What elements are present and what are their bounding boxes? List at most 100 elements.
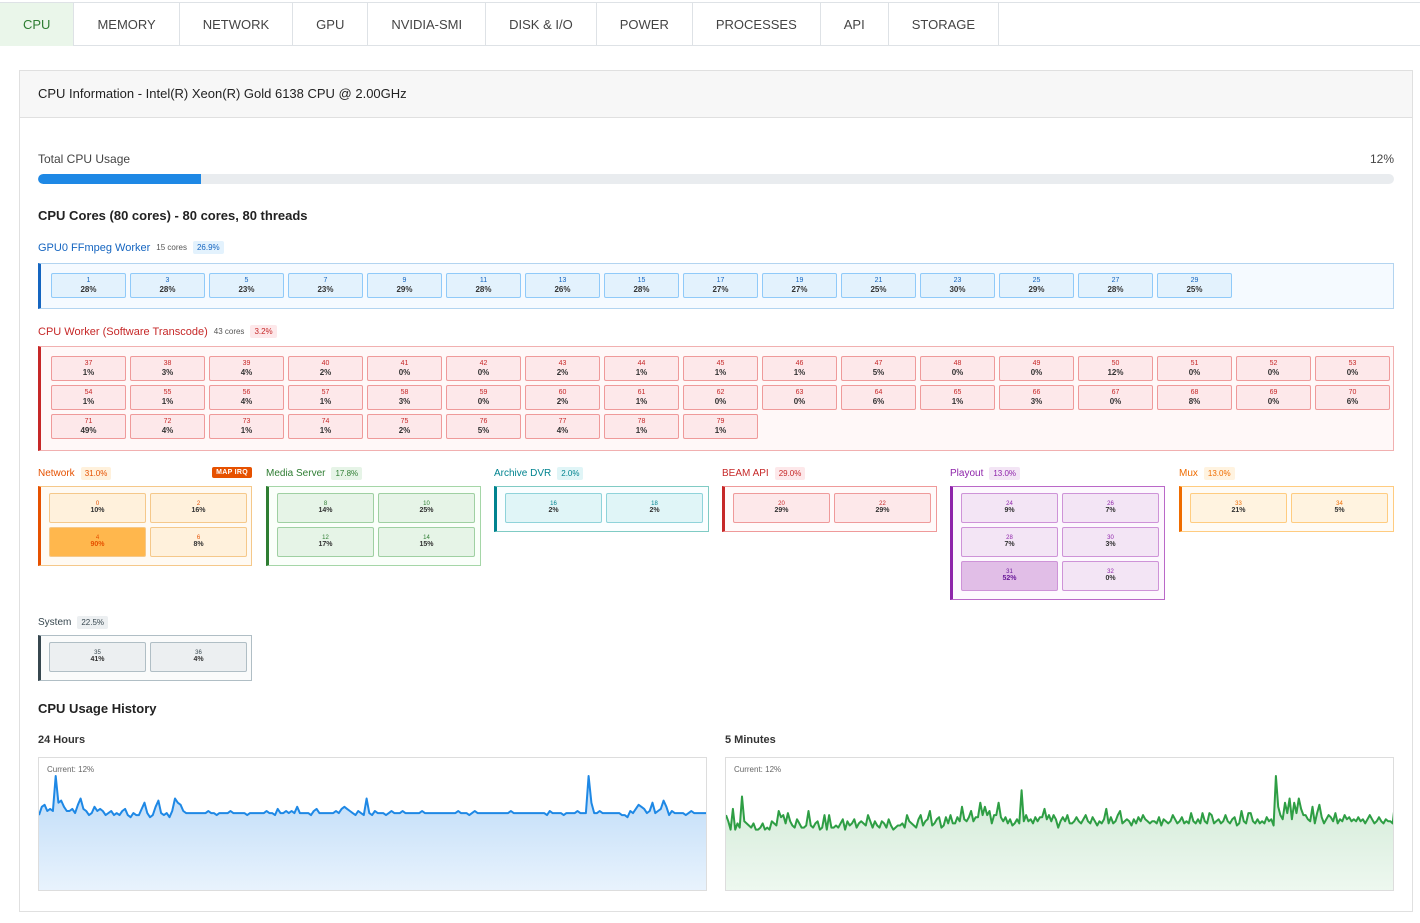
core-cell: 21 25% — [841, 273, 916, 298]
history-title: CPU Usage History — [38, 701, 157, 716]
group-header-network: Network 31.0% MAP IRQ — [38, 467, 252, 480]
core-usage: 29% — [875, 507, 890, 515]
core-cell: 16 2% — [505, 493, 602, 523]
core-number: 5 — [244, 276, 249, 284]
core-usage: 14% — [318, 507, 333, 515]
core-usage: 0% — [477, 396, 490, 406]
group-usage-badge: 31.0% — [80, 467, 112, 480]
core-cell: 54 1% — [51, 385, 126, 410]
tab-bar: CPU MEMORY NETWORK GPU NVIDIA-SMI DISK & I/O P… — [0, 2, 1420, 46]
core-cell: 64 6% — [841, 385, 916, 410]
core-cell: 12 17% — [277, 527, 374, 557]
core-number: 62 — [716, 388, 725, 396]
core-number: 43 — [558, 359, 567, 367]
core-usage: 8% — [193, 541, 204, 549]
core-usage: 1% — [793, 367, 806, 377]
core-usage: 1% — [635, 425, 648, 435]
core-cell: 20 29% — [733, 493, 830, 523]
core-usage: 28% — [475, 284, 492, 294]
core-usage: 1% — [319, 425, 332, 435]
core-cell: 41 0% — [367, 356, 442, 381]
tab-processes[interactable]: PROCESSES — [693, 3, 821, 46]
chart-series-line — [726, 775, 1393, 831]
core-number: 45 — [716, 359, 725, 367]
group-usage-badge: 13.0% — [989, 467, 1021, 480]
core-usage: 28% — [1107, 284, 1124, 294]
core-cell: 51 0% — [1157, 356, 1232, 381]
core-number: 46 — [795, 359, 804, 367]
core-number: 47 — [874, 359, 883, 367]
tab-storage[interactable]: STORAGE — [889, 3, 1000, 46]
group-box-playout: 24 9% 26 7% 28 7% 30 3% 31 52% 32 0% — [950, 486, 1165, 600]
chart-area-fill — [726, 776, 1393, 890]
core-usage: 1% — [714, 367, 727, 377]
tab-cpu[interactable]: CPU — [0, 3, 75, 46]
core-usage: 52% — [1002, 575, 1017, 583]
tab-memory[interactable]: MEMORY — [74, 3, 180, 46]
core-number: 2 — [196, 500, 201, 507]
core-number: 52 — [1269, 359, 1278, 367]
core-number: 60 — [558, 388, 567, 396]
core-usage: 6% — [1346, 396, 1359, 406]
core-cell: 66 3% — [999, 385, 1074, 410]
core-number: 66 — [1032, 388, 1041, 396]
core-cell: 78 1% — [604, 414, 679, 439]
tab-api[interactable]: API — [821, 3, 889, 46]
core-usage: 23% — [317, 284, 334, 294]
core-usage: 3% — [398, 396, 411, 406]
group-header-system: System 22.5% — [38, 616, 109, 629]
core-number: 14 — [423, 534, 430, 541]
core-usage: 4% — [240, 367, 253, 377]
core-cell: 72 4% — [130, 414, 205, 439]
tab-network[interactable]: NETWORK — [180, 3, 294, 46]
group-core-count: 15 cores — [156, 243, 187, 252]
core-cell: 11 28% — [446, 273, 521, 298]
core-cell: 33 21% — [1190, 493, 1287, 523]
core-usage: 2% — [319, 367, 332, 377]
tab-disk-i-o[interactable]: DISK & I/O — [486, 3, 597, 46]
cpu-info-header: CPU Information - Intel(R) Xeon(R) Gold … — [20, 71, 1412, 118]
tab-nvidia-smi[interactable]: NVIDIA-SMI — [368, 3, 487, 46]
core-cell: 38 3% — [130, 356, 205, 381]
group-usage-badge: 2.0% — [557, 467, 584, 480]
core-number: 19 — [795, 276, 804, 284]
group-usage-badge: 29.0% — [774, 467, 806, 480]
core-usage: 30% — [949, 284, 966, 294]
core-cell: 50 12% — [1078, 356, 1153, 381]
core-cell: 5 23% — [209, 273, 284, 298]
group-box-gpu-worker: 1 28% 3 28% 5 23% 7 23% 9 29% 11 28% 13 26% 15 28% 17 27%… — [38, 263, 1394, 309]
cpu-cores-title: CPU Cores (80 cores) - 80 cores, 80 thre… — [38, 208, 308, 223]
chart-24h: Current: 12% — [38, 757, 707, 891]
core-number: 49 — [1032, 359, 1041, 367]
core-cell: 3 28% — [130, 273, 205, 298]
group-header-playout: Playout 13.0% — [950, 467, 1021, 480]
core-number: 77 — [558, 417, 567, 425]
total-cpu-label: Total CPU Usage — [38, 152, 131, 166]
core-usage: 0% — [951, 367, 964, 377]
core-cell: 32 0% — [1062, 561, 1159, 591]
core-usage: 1% — [161, 396, 174, 406]
core-usage: 0% — [1267, 396, 1280, 406]
core-cell: 0 10% — [49, 493, 146, 523]
core-usage: 0% — [1188, 367, 1201, 377]
core-usage: 7% — [1004, 541, 1015, 549]
group-box-media: 8 14% 10 25% 12 17% 14 15% — [266, 486, 481, 566]
core-usage: 0% — [1109, 396, 1122, 406]
core-cell: 52 0% — [1236, 356, 1311, 381]
core-cell: 30 3% — [1062, 527, 1159, 557]
group-header-archive: Archive DVR 2.0% — [494, 467, 584, 480]
tab-power[interactable]: POWER — [597, 3, 693, 46]
core-number: 4 — [95, 534, 100, 541]
map-irq-badge[interactable]: MAP IRQ — [212, 467, 252, 478]
group-header-gpu-worker: GPU0 FFmpeg Worker 15 cores 26.9% — [38, 241, 224, 254]
core-number: 64 — [874, 388, 883, 396]
core-cell: 70 6% — [1315, 385, 1390, 410]
chart-5m-current: Current: 12% — [734, 765, 782, 774]
core-number: 71 — [84, 417, 93, 425]
core-cell: 35 41% — [49, 642, 146, 672]
core-cell: 55 1% — [130, 385, 205, 410]
tab-gpu[interactable]: GPU — [293, 3, 369, 46]
core-usage: 9% — [1004, 507, 1015, 515]
core-number: 34 — [1336, 500, 1343, 507]
